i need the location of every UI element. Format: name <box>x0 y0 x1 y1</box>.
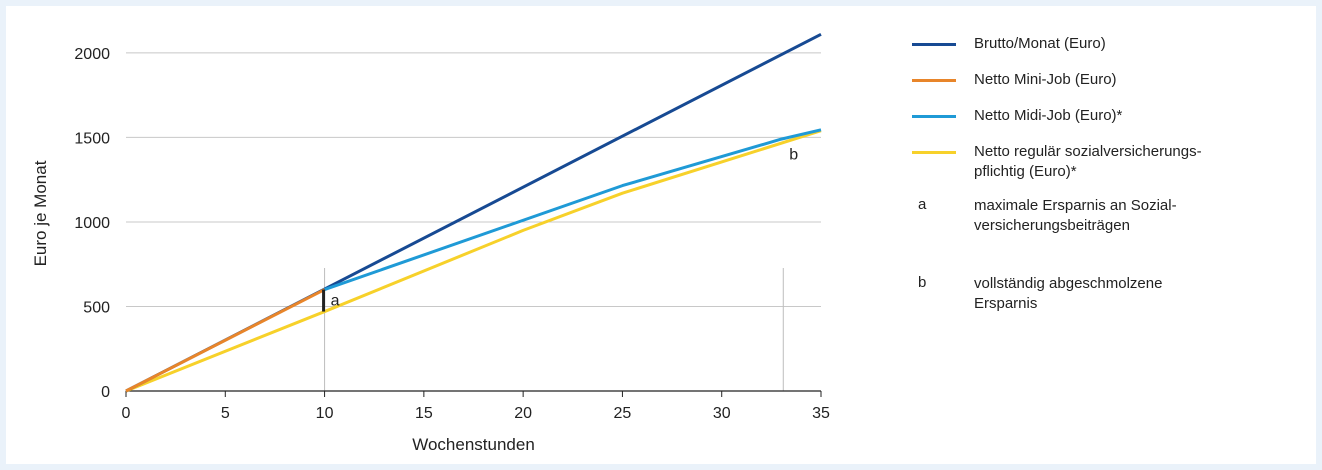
legend-text-a: maximale Ersparnis an Sozial- versicheru… <box>974 197 1177 234</box>
x-tick-label-0: 0 <box>122 405 131 422</box>
series-line-regulaer <box>125 129 822 393</box>
y-tick-label-500: 500 <box>83 299 110 316</box>
y-tick-label-1500: 1500 <box>74 130 110 147</box>
legend-item-regulaer: Netto regulär sozialversicherungs- pflic… <box>912 142 1312 182</box>
line-chart: 0 500 1000 1500 2000 0 5 10 15 20 25 30 35 Wochenstun… <box>31 32 830 454</box>
y-axis-label: Euro je Monat <box>31 160 50 266</box>
legend-marker-a: a <box>918 196 927 213</box>
legend-item-mini-job: Netto Mini-Job (Euro) <box>912 70 1312 90</box>
y-tick-label-1000: 1000 <box>74 215 110 232</box>
series-line-mini-job <box>125 288 326 393</box>
legend-item-a: a maximale Ersparnis an Sozial- versiche… <box>912 196 1312 236</box>
legend-label-midi-job: Netto Midi-Job (Euro)* <box>974 107 1123 124</box>
legend-item-midi-job: Netto Midi-Job (Euro)* <box>912 106 1312 126</box>
annotation-b-label: b <box>789 146 798 163</box>
chart-panel: 0 500 1000 1500 2000 0 5 10 15 20 25 30 35 Wochenstun… <box>6 6 1316 464</box>
y-tick-label-0: 0 <box>101 384 110 401</box>
legend-swatch-midi-job <box>912 115 956 118</box>
x-tick-label-15: 15 <box>415 405 433 422</box>
x-tick-label-35: 35 <box>812 405 830 422</box>
x-tick-label-20: 20 <box>514 405 532 422</box>
legend-label-brutto: Brutto/Monat (Euro) <box>974 35 1106 52</box>
legend-item-b: b vollständig abgeschmolzene Ersparnis <box>912 274 1312 314</box>
legend-text-b: vollständig abgeschmolzene Ersparnis <box>974 275 1163 312</box>
legend-label-mini-job: Netto Mini-Job (Euro) <box>974 71 1117 88</box>
x-axis-label: Wochenstunden <box>412 435 535 454</box>
x-tick-label-10: 10 <box>316 405 334 422</box>
legend-label-regulaer: Netto regulär sozialversicherungs- pflic… <box>974 143 1202 180</box>
legend-swatch-mini-job <box>912 79 956 82</box>
annotation-a-label: a <box>331 293 340 310</box>
legend-item-brutto: Brutto/Monat (Euro) <box>912 34 1312 54</box>
series-line-midi-job <box>324 128 822 291</box>
legend-marker-b: b <box>918 274 927 291</box>
legend-swatch-brutto <box>912 43 956 46</box>
x-tick-label-5: 5 <box>221 405 230 422</box>
legend-swatch-regulaer <box>912 151 956 154</box>
x-tick-label-30: 30 <box>713 405 731 422</box>
x-tick-label-25: 25 <box>614 405 632 422</box>
y-tick-label-2000: 2000 <box>74 46 110 63</box>
